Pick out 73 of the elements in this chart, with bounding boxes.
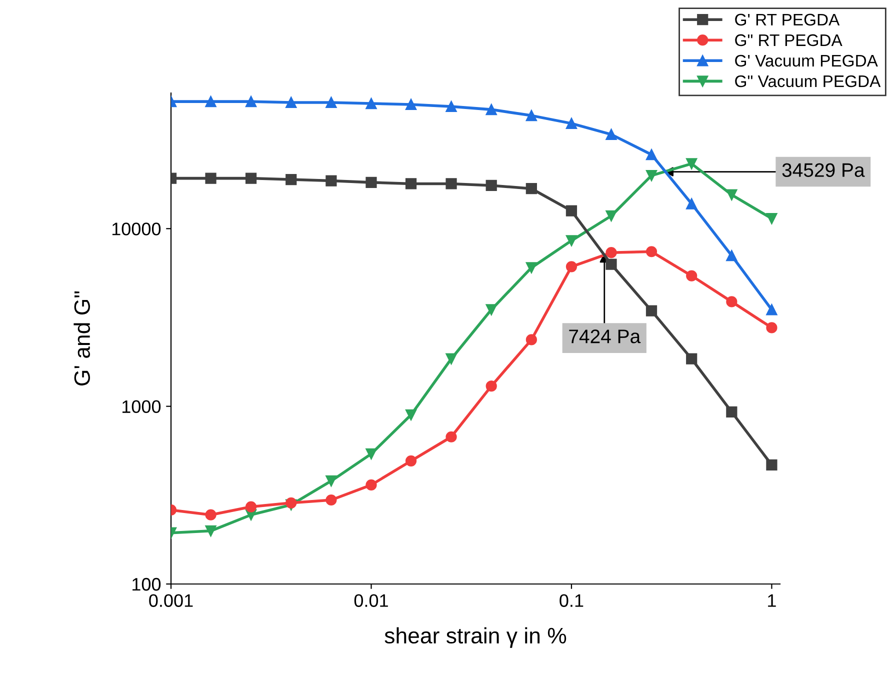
annotation: 7424 Pa (569, 330, 641, 344)
point (726, 250, 738, 262)
point (526, 334, 537, 346)
point (566, 205, 578, 216)
legend-label: G" Vacuum PEGDA (735, 75, 881, 88)
point (286, 96, 297, 108)
point (405, 178, 417, 190)
y-tick-label: 1000 (122, 400, 161, 414)
point (726, 189, 738, 200)
point (606, 128, 617, 140)
point (686, 353, 698, 364)
point (446, 431, 457, 442)
y-tick-label: 10000 (112, 222, 161, 236)
point (606, 210, 617, 222)
point (646, 246, 658, 258)
point (205, 172, 216, 184)
point (446, 178, 457, 190)
x-tick-label: 0.01 (354, 594, 388, 607)
annotation: 34529 Pa (782, 163, 865, 177)
point (366, 479, 377, 490)
point (245, 96, 257, 108)
point (405, 455, 417, 466)
point (646, 305, 658, 316)
legend-label: G' Vacuum PEGDA (735, 54, 878, 67)
point (205, 525, 216, 536)
point (326, 475, 337, 487)
point (486, 380, 497, 392)
point (446, 100, 457, 112)
point (446, 353, 457, 364)
point (766, 322, 778, 334)
point (526, 262, 537, 274)
point (646, 170, 658, 182)
point (405, 409, 417, 420)
point (205, 509, 216, 520)
x-tick-label: 0.001 (149, 594, 193, 607)
legend-label: G' RT PEGDA (735, 14, 840, 26)
point (566, 118, 578, 129)
point (526, 110, 537, 122)
x-tick-label: 0.1 (560, 594, 584, 607)
point (366, 176, 377, 188)
point (366, 98, 377, 110)
y-tick-label: 100 (132, 578, 161, 591)
point (686, 158, 698, 170)
legend-label: G" RT PEGDA (735, 34, 842, 46)
point (326, 494, 337, 506)
point (205, 96, 216, 108)
point (286, 174, 297, 186)
point (686, 270, 698, 282)
point (326, 96, 337, 108)
point (606, 247, 617, 258)
x-tick-label: 1 (768, 594, 776, 607)
point (646, 149, 658, 160)
point (326, 175, 337, 186)
point (766, 212, 778, 224)
point (726, 296, 738, 308)
point (286, 497, 297, 508)
point (566, 235, 578, 246)
point (405, 98, 417, 110)
point (726, 406, 738, 418)
point (366, 448, 377, 460)
x-axis-title: shear strain γ in % (384, 627, 566, 648)
point (245, 501, 257, 512)
point (486, 104, 497, 116)
point (566, 261, 578, 272)
y-axis-title: G' and G" (74, 291, 90, 386)
point (686, 198, 698, 210)
point (526, 183, 537, 194)
point (766, 304, 778, 316)
point (486, 180, 497, 192)
point (245, 172, 257, 184)
point (486, 304, 497, 316)
point (766, 459, 778, 470)
point (606, 258, 617, 270)
